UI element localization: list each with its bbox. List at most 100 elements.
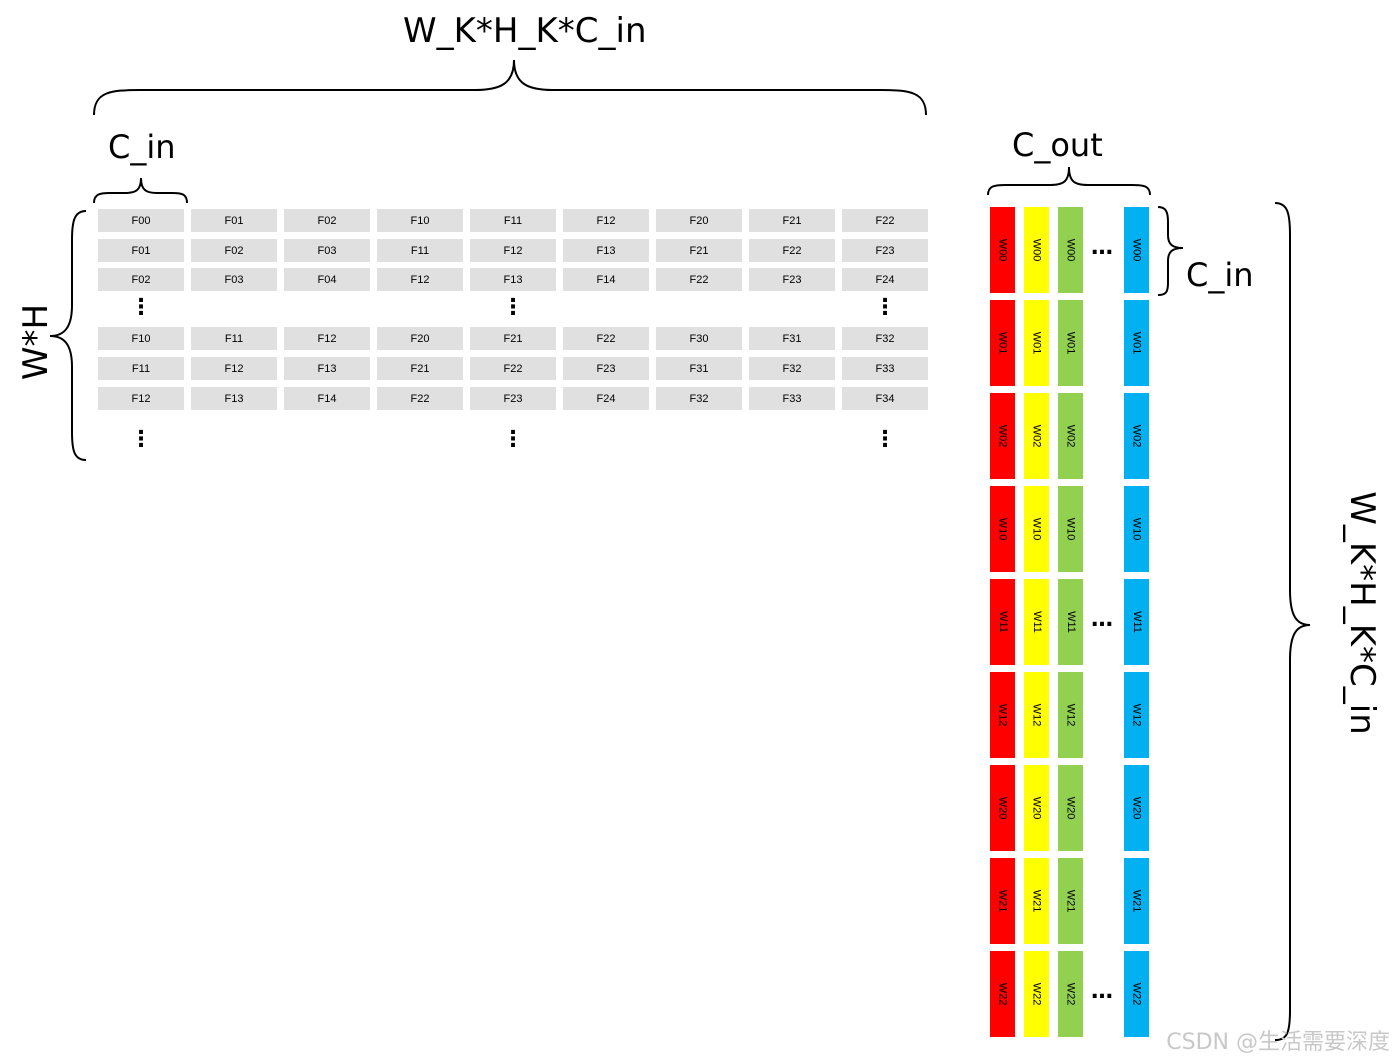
column-ellipsis: …	[1091, 607, 1113, 632]
weight-cell: W12	[1124, 672, 1149, 758]
feature-cell: F22	[563, 327, 649, 350]
feature-cell: F12	[563, 209, 649, 232]
top-dimension-label: W_K*H_K*C_in	[403, 11, 647, 51]
column-ellipsis: …	[1091, 235, 1113, 260]
feature-cell: F21	[656, 239, 742, 262]
feature-cell: F12	[191, 357, 277, 380]
feature-cell: F14	[284, 387, 370, 410]
feature-cell: F20	[377, 327, 463, 350]
feature-cell: F02	[98, 268, 184, 291]
watermark: CSDN @生活需要深度	[1166, 1030, 1390, 1055]
row-ellipsis: ⋮	[130, 295, 152, 320]
feature-cell: F22	[656, 268, 742, 291]
feature-cell: F20	[656, 209, 742, 232]
weight-cell-label: W00	[1130, 238, 1143, 262]
c-out-brace	[987, 166, 1151, 196]
weight-cell-label: W02	[1064, 424, 1077, 448]
c-in-label-right: C_in	[1186, 256, 1254, 294]
weight-cell: W21	[1124, 858, 1149, 944]
feature-cell: F10	[98, 327, 184, 350]
weight-cell: W11	[1058, 579, 1083, 665]
weight-cell-label: W20	[996, 796, 1009, 820]
rows-dimension-label: W*H	[16, 303, 57, 381]
weight-cell: W02	[990, 393, 1015, 479]
row-ellipsis: ⋮	[874, 427, 896, 452]
weight-cell-label: W10	[1064, 517, 1077, 541]
feature-cell: F04	[284, 268, 370, 291]
feature-cell: F30	[656, 327, 742, 350]
weight-cell-label: W00	[996, 238, 1009, 262]
weight-cell: W02	[1058, 393, 1083, 479]
weight-cell: W00	[990, 207, 1015, 293]
weight-cell: W22	[990, 951, 1015, 1037]
weight-cell: W20	[990, 765, 1015, 851]
feature-cell: F13	[563, 239, 649, 262]
weight-cell: W00	[1058, 207, 1083, 293]
feature-cell: F01	[98, 239, 184, 262]
weight-cell: W12	[1024, 672, 1049, 758]
feature-cell: F11	[98, 357, 184, 380]
weight-cell-label: W21	[1030, 889, 1043, 913]
feature-cell: F03	[284, 239, 370, 262]
weight-cell-label: W02	[1130, 424, 1143, 448]
feature-cell: F23	[749, 268, 835, 291]
right-brace	[1274, 202, 1311, 1041]
feature-cell: F13	[191, 387, 277, 410]
feature-cell: F21	[749, 209, 835, 232]
weight-cell-label: W21	[1064, 889, 1077, 913]
feature-cell: F22	[749, 239, 835, 262]
feature-cell: F34	[842, 387, 928, 410]
weight-cell: W01	[990, 300, 1015, 386]
weight-cell: W21	[1058, 858, 1083, 944]
feature-cell: F24	[563, 387, 649, 410]
feature-cell: F31	[656, 357, 742, 380]
feature-cell: F22	[377, 387, 463, 410]
weight-cell: W22	[1024, 951, 1049, 1037]
weight-cell-label: W21	[996, 889, 1009, 913]
feature-cell: F21	[377, 357, 463, 380]
weight-cell-label: W01	[1064, 331, 1077, 355]
weight-cell-label: W02	[1030, 424, 1043, 448]
weight-cell: W22	[1124, 951, 1149, 1037]
weight-cell-label: W11	[996, 611, 1009, 633]
weight-cell: W00	[1024, 207, 1049, 293]
feature-cell: F11	[377, 239, 463, 262]
weight-cell-label: W10	[1030, 517, 1043, 541]
feature-cell: F23	[842, 239, 928, 262]
weight-cell: W10	[990, 486, 1015, 572]
weight-cell-label: W21	[1130, 889, 1143, 913]
weight-cell-label: W01	[1030, 331, 1043, 355]
feature-cell: F02	[284, 209, 370, 232]
weight-cell-label: W01	[1130, 331, 1143, 355]
c-in-brace-left	[93, 177, 188, 204]
feature-cell: F32	[842, 327, 928, 350]
weight-cell: W11	[1024, 579, 1049, 665]
weight-cell: W20	[1024, 765, 1049, 851]
row-ellipsis: ⋮	[874, 295, 896, 320]
weight-cell-label: W10	[996, 517, 1009, 541]
feature-cell: F03	[191, 268, 277, 291]
feature-cell: F12	[470, 239, 556, 262]
weight-cell: W10	[1058, 486, 1083, 572]
feature-cell: F22	[470, 357, 556, 380]
c-in-brace-right	[1157, 206, 1184, 296]
c-out-label: C_out	[1012, 126, 1103, 164]
weight-cell-label: W20	[1064, 796, 1077, 820]
rows-brace	[49, 210, 87, 461]
weight-cell: W22	[1058, 951, 1083, 1037]
feature-cell: F23	[470, 387, 556, 410]
feature-cell: F13	[470, 268, 556, 291]
weight-cell: W01	[1058, 300, 1083, 386]
weight-cell: W20	[1058, 765, 1083, 851]
weight-cell-label: W12	[1030, 703, 1043, 727]
feature-cell: F32	[749, 357, 835, 380]
weight-cell-label: W00	[1064, 238, 1077, 262]
weight-cell-label: W11	[1130, 611, 1143, 633]
c-in-label-left: C_in	[108, 128, 176, 166]
weight-cell-label: W22	[996, 982, 1009, 1006]
weight-cell: W11	[1124, 579, 1149, 665]
feature-cell: F33	[842, 357, 928, 380]
weight-cell: W20	[1124, 765, 1149, 851]
weight-cell-label: W12	[996, 703, 1009, 727]
feature-cell: F23	[563, 357, 649, 380]
